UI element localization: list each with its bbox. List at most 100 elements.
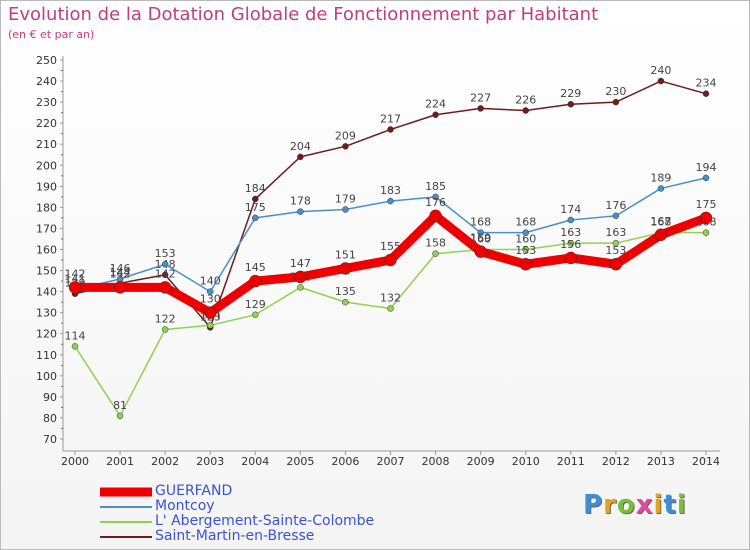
y-tick-label: 200	[36, 159, 57, 172]
data-point-l-abergement-sainte-colombe	[702, 229, 710, 236]
x-tick-label: 2014	[692, 455, 720, 468]
data-label-saint-martin-en-bresse: 234	[696, 77, 717, 90]
data-point-saint-martin-en-bresse	[612, 98, 620, 106]
data-label-saint-martin-en-bresse: 227	[470, 91, 491, 104]
data-point-guerfand	[564, 251, 578, 265]
data-point-montcoy	[252, 214, 259, 222]
y-tick-label: 90	[43, 391, 57, 404]
data-label-montcoy: 179	[335, 192, 356, 205]
data-label-l-abergement-sainte-colombe: 132	[380, 291, 401, 304]
data-point-guerfand	[158, 281, 172, 294]
y-tick-label: 190	[36, 180, 57, 193]
logo-letter: i	[676, 490, 687, 520]
data-label-montcoy: 194	[696, 161, 717, 174]
data-point-l-abergement-sainte-colombe	[342, 298, 349, 306]
y-tick-label: 100	[36, 370, 57, 383]
data-label-guerfand: 153	[605, 244, 626, 257]
data-label-saint-martin-en-bresse: 240	[650, 64, 671, 77]
x-tick-label: 2007	[377, 455, 405, 468]
data-point-montcoy	[477, 229, 484, 236]
data-point-saint-martin-en-bresse	[477, 105, 484, 112]
data-point-l-abergement-sainte-colombe	[161, 326, 169, 333]
x-tick-label: 2004	[241, 455, 269, 468]
data-point-guerfand	[68, 281, 82, 294]
data-point-montcoy	[297, 208, 304, 215]
y-tick-label: 250	[36, 54, 57, 67]
data-point-l-abergement-sainte-colombe	[206, 322, 214, 329]
data-label-guerfand: 147	[290, 257, 311, 270]
data-point-saint-martin-en-bresse	[252, 195, 259, 203]
data-label-montcoy: 183	[380, 184, 401, 197]
data-label-saint-martin-en-bresse: 209	[335, 129, 356, 142]
data-label-montcoy: 141	[65, 273, 86, 286]
data-point-montcoy	[206, 288, 214, 295]
legend-swatch-guerfand	[100, 487, 152, 497]
data-point-montcoy	[702, 174, 710, 182]
y-tick-label: 70	[43, 433, 57, 446]
y-tick-label: 170	[36, 222, 57, 235]
data-point-l-abergement-sainte-colombe	[522, 246, 529, 253]
data-label-l-abergement-sainte-colombe: 158	[425, 237, 446, 250]
y-tick-label: 140	[36, 286, 57, 299]
data-label-l-abergement-sainte-colombe: 163	[605, 226, 626, 239]
data-point-l-abergement-sainte-colombe	[252, 311, 259, 319]
proxiti-logo: Proxiti	[583, 490, 687, 520]
data-label-l-abergement-sainte-colombe: 168	[650, 216, 671, 229]
y-tick-label: 230	[36, 96, 57, 109]
data-label-montcoy: 168	[470, 216, 491, 229]
x-tick-label: 2003	[196, 455, 224, 468]
data-label-guerfand: 142	[65, 267, 86, 280]
y-tick-label: 150	[36, 265, 57, 278]
y-tick-label: 110	[36, 349, 57, 362]
data-point-saint-martin-en-bresse	[432, 111, 439, 118]
logo-letter: x	[635, 490, 654, 520]
data-label-guerfand: 155	[380, 240, 401, 253]
data-point-saint-martin-en-bresse	[702, 90, 710, 97]
data-point-guerfand	[249, 274, 262, 288]
data-point-montcoy	[387, 197, 394, 205]
data-point-saint-martin-en-bresse	[161, 271, 169, 279]
logo-letter: P	[583, 490, 604, 520]
y-tick-label: 210	[36, 138, 57, 151]
data-point-montcoy	[612, 212, 620, 220]
x-tick-label: 2001	[106, 455, 134, 468]
data-label-guerfand: 153	[515, 244, 536, 257]
data-label-l-abergement-sainte-colombe: 81	[113, 399, 127, 412]
x-tick-label: 2010	[512, 455, 540, 468]
chart-title: Evolution de la Dotation Globale de Fonc…	[8, 4, 599, 25]
data-point-montcoy	[522, 229, 529, 236]
data-label-guerfand: 151	[335, 248, 356, 261]
x-tick-label: 2012	[602, 455, 630, 468]
data-point-saint-martin-en-bresse	[522, 107, 529, 114]
logo-letter: r	[603, 490, 617, 520]
x-tick-label: 2000	[61, 455, 89, 468]
data-label-saint-martin-en-bresse: 226	[515, 94, 536, 107]
data-point-l-abergement-sainte-colombe	[567, 239, 575, 247]
data-point-guerfand	[429, 209, 442, 223]
logo-letter: i	[653, 490, 664, 520]
data-label-guerfand: 176	[425, 196, 446, 209]
legend-label-guerfand: GUERFAND	[155, 483, 233, 499]
logo-letter: t	[663, 490, 677, 520]
x-tick-label: 2009	[467, 455, 495, 468]
data-point-montcoy	[161, 260, 169, 268]
x-tick-label: 2006	[331, 455, 359, 468]
data-point-saint-martin-en-bresse	[657, 77, 665, 85]
data-label-montcoy: 176	[605, 199, 626, 212]
data-point-guerfand	[339, 262, 352, 275]
data-point-montcoy	[342, 206, 349, 213]
y-tick-label: 240	[36, 75, 57, 88]
x-tick-label: 2013	[647, 455, 675, 468]
data-label-montcoy: 174	[560, 203, 581, 216]
y-tick-label: 180	[36, 201, 57, 214]
data-label-l-abergement-sainte-colombe: 163	[560, 226, 581, 239]
y-tick-label: 160	[36, 244, 57, 257]
data-label-montcoy: 189	[650, 171, 671, 184]
chart-subtitle: (en € et par an)	[8, 28, 95, 41]
data-label-l-abergement-sainte-colombe: 129	[245, 298, 266, 311]
data-label-guerfand: 130	[200, 293, 221, 306]
data-point-guerfand	[474, 245, 487, 258]
data-label-montcoy: 153	[155, 247, 176, 260]
legend-label-abergement: L' Abergement-Sainte-Colombe	[155, 513, 375, 529]
